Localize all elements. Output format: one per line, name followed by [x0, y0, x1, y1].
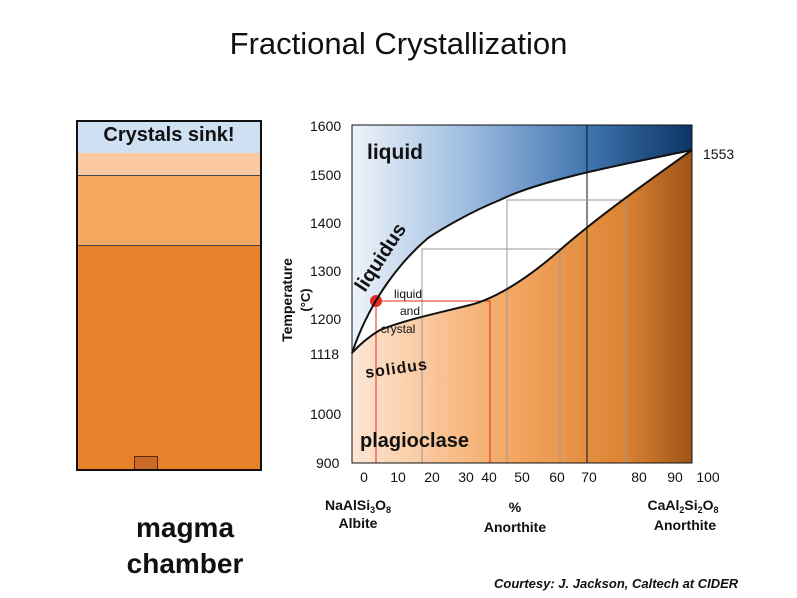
- x-tick-label: 30: [458, 469, 474, 485]
- x-tick-label: 70: [581, 469, 597, 485]
- x-tick-label: 90: [667, 469, 683, 485]
- value-label-1553: 1553: [703, 146, 734, 162]
- chamber-top-layer: [78, 122, 260, 153]
- x-axis-label-anorthite: Anorthite: [484, 519, 546, 535]
- plot-frame: [351, 124, 693, 464]
- liquid-crystal-label-1: liquid: [394, 287, 422, 301]
- sunk-crystal-block: [134, 456, 158, 469]
- y-axis-label: Temperature: [279, 258, 295, 342]
- y-tick-label: 1500: [310, 167, 341, 183]
- magma-chamber: Crystals sink!: [76, 120, 262, 471]
- x-tick-label: 100: [696, 469, 720, 485]
- x-tick-label: 10: [390, 469, 406, 485]
- liquid-region-label: liquid: [367, 141, 423, 164]
- chamber-layer-2: [78, 176, 260, 246]
- chamber-layer-1: [78, 153, 260, 176]
- y-tick-label: 1400: [310, 215, 341, 231]
- plagioclase-region-label: plagioclase: [360, 430, 469, 452]
- right-end-name: Anorthite: [654, 517, 716, 533]
- page-title: Fractional Crystallization: [229, 26, 568, 61]
- tie-lines: [421, 199, 627, 463]
- y-tick-label: 1200: [310, 311, 341, 327]
- magma-label-line2: chamber: [126, 548, 244, 580]
- left-end-formula: NaAlSi3O8: [325, 497, 391, 515]
- y-tick-label: 1118: [310, 346, 339, 362]
- y-tick-label: 1300: [310, 263, 341, 279]
- solid-region: [352, 150, 692, 463]
- liquidus-curve: [351, 149, 693, 354]
- magma-label-line1: magma: [135, 512, 235, 543]
- x-tick-label: 60: [549, 469, 565, 485]
- right-end-formula: CaAl2Si2O8: [647, 497, 718, 515]
- magma-chamber-label: magma chamber: [100, 510, 270, 583]
- x-axis-label-percent: %: [509, 499, 522, 515]
- two-phase-region: [352, 150, 692, 353]
- crystals-sink-label: Crystals sink!: [103, 124, 235, 146]
- y-axis-unit: (°C): [298, 288, 313, 311]
- x-tick-label: 80: [631, 469, 647, 485]
- credit-text: Courtesy: J. Jackson, Caltech at CIDER: [494, 576, 739, 591]
- liquid-crystal-label-3: crystal: [381, 322, 416, 336]
- x-tick-label: 50: [514, 469, 530, 485]
- chamber-magma-layer: [78, 246, 260, 469]
- y-tick-label: 1600: [310, 118, 341, 134]
- solidus-curve: [351, 149, 693, 354]
- x-tick-label: 0: [360, 469, 368, 485]
- liquid-region: [352, 125, 692, 353]
- y-tick-label: 900: [316, 455, 340, 471]
- left-end-name: Albite: [339, 515, 378, 531]
- liquid-crystal-label-2: and: [400, 304, 420, 318]
- crystallization-path: [375, 300, 491, 463]
- x-tick-label: 20: [424, 469, 440, 485]
- x-tick-label: 40: [481, 469, 497, 485]
- y-tick-label: 1000: [310, 406, 341, 422]
